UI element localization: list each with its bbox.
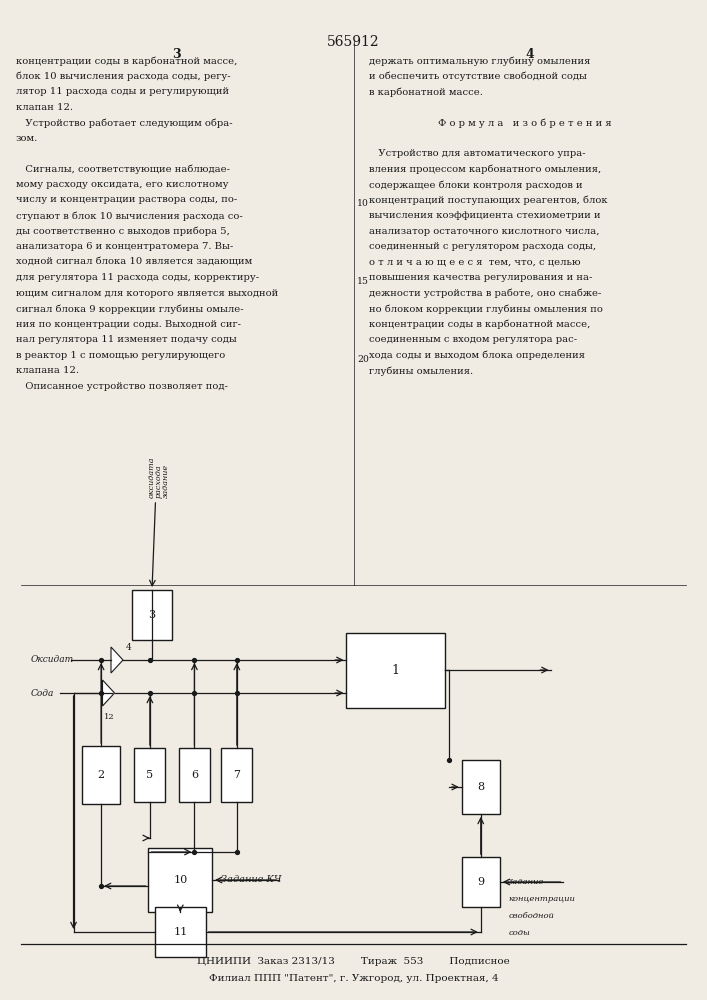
Text: дежности устройства в работе, оно снабже-: дежности устройства в работе, оно снабже… (369, 288, 602, 298)
Text: зом.: зом. (16, 134, 37, 143)
Text: анализатор остаточного кислотного числа,: анализатор остаточного кислотного числа, (369, 227, 600, 235)
FancyBboxPatch shape (148, 848, 212, 912)
Text: Задание КЧ: Задание КЧ (221, 876, 281, 884)
Text: соединенный с регулятором расхода соды,: соединенный с регулятором расхода соды, (369, 242, 596, 251)
Text: Описанное устройство позволяет под-: Описанное устройство позволяет под- (16, 382, 228, 391)
Text: содержащее блоки контроля расходов и: содержащее блоки контроля расходов и (369, 180, 583, 190)
Text: Оксидат: Оксидат (31, 656, 74, 664)
Text: но блоком коррекции глубины омыления по: но блоком коррекции глубины омыления по (369, 304, 603, 314)
Text: 2: 2 (98, 770, 105, 780)
Text: концентрации: концентрации (508, 895, 575, 903)
Polygon shape (103, 680, 115, 706)
Text: концентрации соды в карбонатной массе,: концентрации соды в карбонатной массе, (369, 320, 590, 329)
Text: соединенным с входом регулятора рас-: соединенным с входом регулятора рас- (369, 335, 577, 344)
Text: вления процессом карбонатного омыления,: вления процессом карбонатного омыления, (369, 165, 602, 174)
Text: Задание: Задание (508, 878, 544, 886)
Text: 10: 10 (357, 200, 369, 209)
FancyBboxPatch shape (462, 857, 500, 907)
Text: концентрации соды в карбонатной массе,: концентрации соды в карбонатной массе, (16, 56, 237, 66)
FancyBboxPatch shape (134, 748, 165, 802)
Text: числу и концентрации раствора соды, по-: числу и концентрации раствора соды, по- (16, 196, 237, 205)
Text: 20: 20 (357, 355, 369, 363)
Text: 15: 15 (357, 277, 369, 286)
Text: 8: 8 (477, 782, 484, 792)
Text: Устройство работает следующим обра-: Устройство работает следующим обра- (16, 118, 232, 128)
FancyBboxPatch shape (221, 748, 252, 802)
Text: ния по концентрации соды. Выходной сиг-: ния по концентрации соды. Выходной сиг- (16, 320, 240, 329)
Text: и обеспечить отсутствие свободной соды: и обеспечить отсутствие свободной соды (369, 72, 587, 81)
Text: 5: 5 (146, 770, 153, 780)
Text: мому расходу оксидата, его кислотному: мому расходу оксидата, его кислотному (16, 180, 228, 189)
Text: концентраций поступающих реагентов, блок: концентраций поступающих реагентов, блок (369, 196, 608, 205)
Text: соды: соды (508, 929, 530, 937)
Text: повышения качества регулирования и на-: повышения качества регулирования и на- (369, 273, 592, 282)
Text: в карбонатной массе.: в карбонатной массе. (369, 87, 483, 97)
FancyBboxPatch shape (82, 746, 120, 804)
Text: Устройство для автоматического упра-: Устройство для автоматического упра- (369, 149, 585, 158)
Text: нал регулятора 11 изменяет подачу соды: нал регулятора 11 изменяет подачу соды (16, 335, 236, 344)
Text: 12: 12 (103, 713, 115, 721)
FancyBboxPatch shape (179, 748, 210, 802)
Text: о т л и ч а ю щ е е с я  тем, что, с целью: о т л и ч а ю щ е е с я тем, что, с цель… (369, 258, 580, 267)
Text: Сода: Сода (31, 688, 54, 698)
FancyBboxPatch shape (132, 590, 172, 640)
Text: в реактор 1 с помощью регулирующего: в реактор 1 с помощью регулирующего (16, 351, 225, 360)
Text: 7: 7 (233, 770, 240, 780)
Text: 9: 9 (477, 877, 484, 887)
Text: вычисления коэффициента стехиометрии и: вычисления коэффициента стехиометрии и (369, 211, 601, 220)
Text: 11: 11 (173, 927, 187, 937)
Text: ющим сигналом для которого является выходной: ющим сигналом для которого является выхо… (16, 288, 278, 298)
Polygon shape (111, 647, 123, 673)
FancyBboxPatch shape (346, 632, 445, 708)
Text: держать оптимальную глубину омыления: держать оптимальную глубину омыления (369, 56, 590, 66)
Text: для регулятора 11 расхода соды, корректиру-: для регулятора 11 расхода соды, корректи… (16, 273, 259, 282)
Text: задание: задание (162, 464, 170, 498)
Text: свободной: свободной (508, 912, 554, 920)
Text: оксидата: оксидата (148, 456, 156, 498)
Text: 4: 4 (526, 48, 534, 61)
Text: 4: 4 (126, 643, 132, 652)
Text: ЦНИИПИ  Заказ 2313/13        Тираж  553        Подписное: ЦНИИПИ Заказ 2313/13 Тираж 553 Подписное (197, 957, 510, 966)
Text: Ф о р м у л а   и з о б р е т е н и я: Ф о р м у л а и з о б р е т е н и я (438, 118, 612, 128)
Text: 3: 3 (148, 610, 156, 620)
Text: лятор 11 расхода соды и регулирующий: лятор 11 расхода соды и регулирующий (16, 87, 228, 96)
Text: 10: 10 (173, 875, 187, 885)
Text: блок 10 вычисления расхода соды, регу-: блок 10 вычисления расхода соды, регу- (16, 72, 230, 81)
Text: ды соответственно с выходов прибора 5,: ды соответственно с выходов прибора 5, (16, 227, 230, 236)
Text: 3: 3 (173, 48, 181, 61)
Text: ходной сигнал блока 10 является задающим: ходной сигнал блока 10 является задающим (16, 258, 252, 267)
Text: клапан 12.: клапан 12. (16, 103, 73, 111)
Text: ступают в блок 10 вычисления расхода со-: ступают в блок 10 вычисления расхода со- (16, 211, 243, 221)
Text: сигнал блока 9 коррекции глубины омыле-: сигнал блока 9 коррекции глубины омыле- (16, 304, 243, 314)
Text: 1: 1 (392, 664, 400, 676)
Text: глубины омыления.: глубины омыления. (369, 366, 473, 376)
Text: анализатора 6 и концентратомера 7. Вы-: анализатора 6 и концентратомера 7. Вы- (16, 242, 233, 251)
Text: 6: 6 (191, 770, 198, 780)
FancyBboxPatch shape (155, 907, 206, 957)
Text: хода соды и выходом блока определения: хода соды и выходом блока определения (369, 351, 585, 360)
Text: 565912: 565912 (327, 35, 380, 49)
Text: Сигналы, соответствующие наблюдае-: Сигналы, соответствующие наблюдае- (16, 165, 230, 174)
Text: клапана 12.: клапана 12. (16, 366, 78, 375)
Text: Филиал ППП "Патент", г. Ужгород, ул. Проектная, 4: Филиал ППП "Патент", г. Ужгород, ул. Про… (209, 974, 498, 983)
Text: расхода: расхода (155, 464, 163, 498)
FancyBboxPatch shape (462, 760, 500, 814)
